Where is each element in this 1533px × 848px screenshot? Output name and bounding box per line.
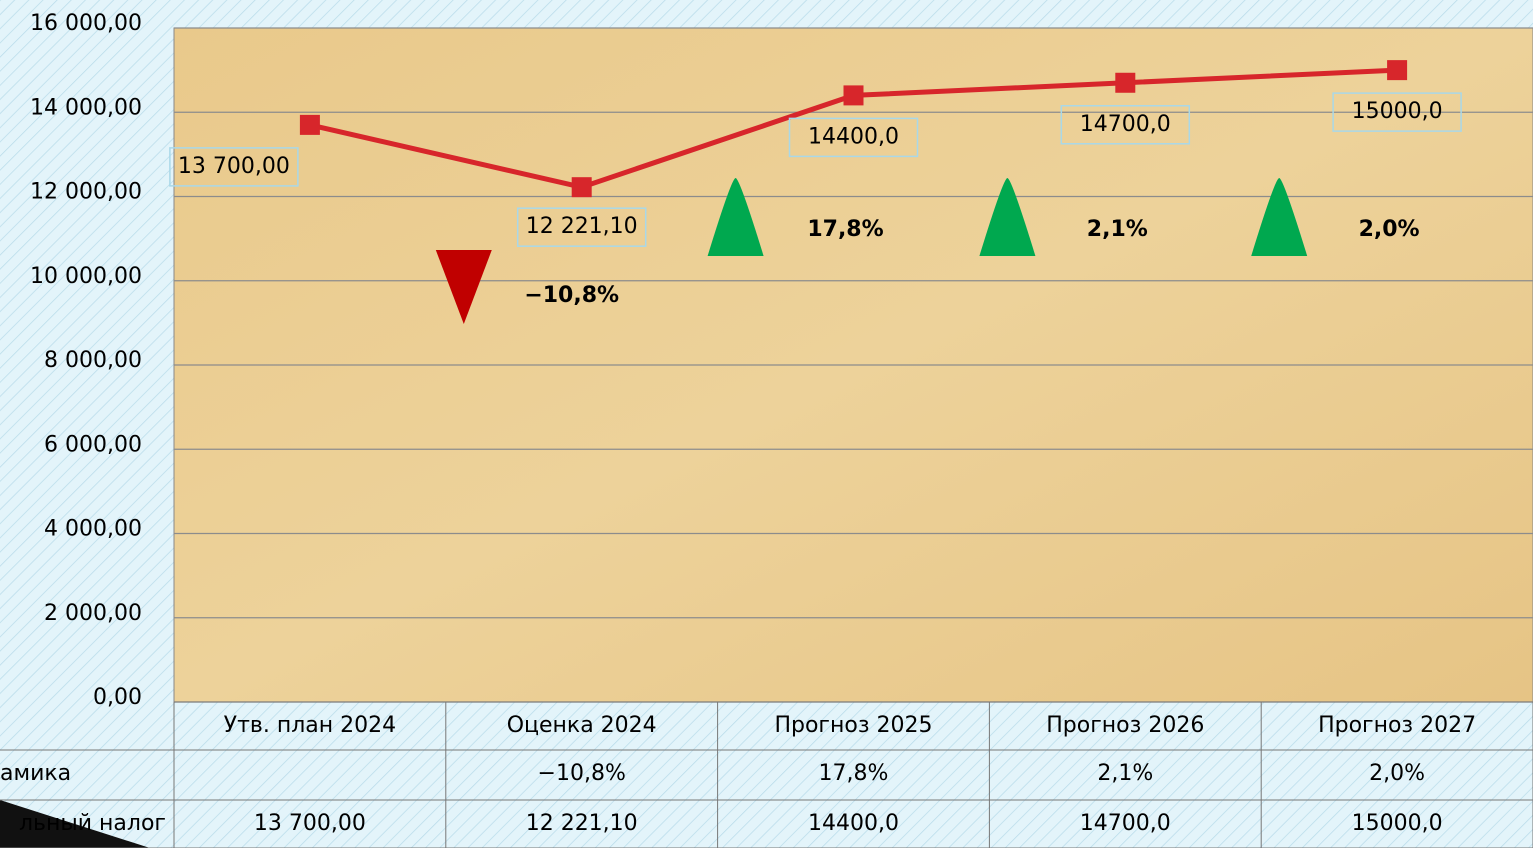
up-arrow xyxy=(979,178,1036,256)
row-label: амика xyxy=(0,761,71,786)
dynamics-label: −10,8% xyxy=(524,283,619,308)
marker xyxy=(843,85,864,106)
table-cell: 15000,0 xyxy=(1352,811,1443,836)
table-cell: 2,0% xyxy=(1369,761,1425,786)
corner-shape xyxy=(0,800,150,848)
y-tick-label: 8 000,00 xyxy=(44,348,142,373)
table-cell: 17,8% xyxy=(819,761,889,786)
y-tick-label: 4 000,00 xyxy=(44,517,142,542)
dynamics-label: 2,0% xyxy=(1359,217,1420,242)
data-label: 12 221,10 xyxy=(526,214,638,239)
table-cell: 12 221,10 xyxy=(526,811,638,836)
dynamics-label: 2,1% xyxy=(1087,217,1148,242)
table-cell: 2,1% xyxy=(1097,761,1153,786)
data-label-box xyxy=(1060,105,1191,145)
x-tick-label: Оценка 2024 xyxy=(507,713,657,738)
y-tick-label: 6 000,00 xyxy=(44,432,142,457)
y-tick-label: 10 000,00 xyxy=(30,264,142,289)
table-cell: 14400,0 xyxy=(808,811,899,836)
up-arrow xyxy=(707,178,764,256)
dynamics-label: 17,8% xyxy=(807,217,883,242)
up-arrow xyxy=(1251,178,1308,256)
x-tick-label: Прогноз 2027 xyxy=(1318,713,1476,738)
data-label: 13 700,00 xyxy=(178,154,290,179)
data-label: 15000,0 xyxy=(1352,99,1443,124)
data-label: 14700,0 xyxy=(1080,112,1171,137)
x-tick-label: Прогноз 2026 xyxy=(1046,713,1204,738)
marker xyxy=(1387,60,1408,81)
marker xyxy=(1115,72,1136,93)
x-tick-label: Прогноз 2025 xyxy=(774,713,932,738)
y-tick-label: 2 000,00 xyxy=(44,601,142,626)
x-tick-label: Утв. план 2024 xyxy=(224,713,396,738)
data-label: 14400,0 xyxy=(808,124,899,149)
table-cell: 14700,0 xyxy=(1080,811,1171,836)
y-tick-label: 14 000,00 xyxy=(30,95,142,120)
down-arrow xyxy=(435,250,492,324)
y-tick-label: 12 000,00 xyxy=(30,180,142,205)
row-label: льный налог xyxy=(19,811,166,836)
data-label-box xyxy=(1332,92,1462,132)
data-label-box xyxy=(788,117,919,158)
y-tick-label: 16 000,00 xyxy=(30,11,142,36)
table-cell: 13 700,00 xyxy=(254,811,366,836)
table-cell: −10,8% xyxy=(538,761,626,786)
marker xyxy=(571,177,592,198)
y-tick-label: 0,00 xyxy=(93,685,142,710)
data-label-box xyxy=(169,147,299,187)
marker xyxy=(299,114,320,135)
data-label-box xyxy=(516,207,647,247)
